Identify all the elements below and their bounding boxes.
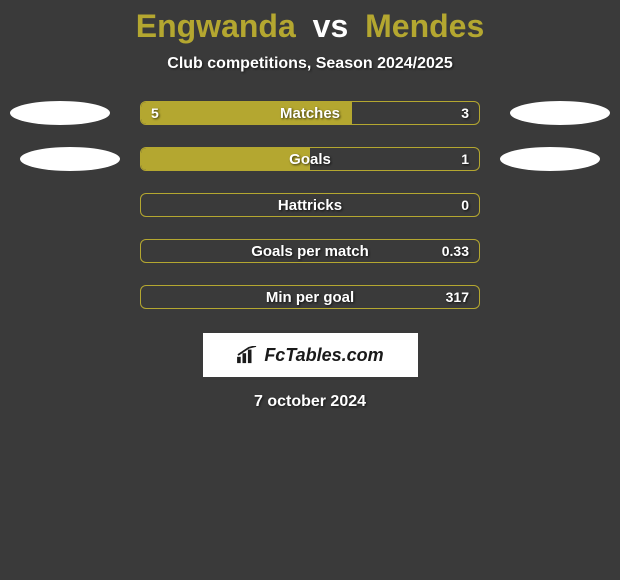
stat-value-right: 3	[461, 102, 469, 124]
stat-bar: 0.33Goals per match	[140, 239, 480, 263]
logo-box: FcTables.com	[203, 333, 418, 377]
stat-row: 53Matches	[0, 101, 620, 125]
stat-bar: 1Goals	[140, 147, 480, 171]
stat-bar: 317Min per goal	[140, 285, 480, 309]
stat-row: 317Min per goal	[0, 285, 620, 309]
stat-bar: 53Matches	[140, 101, 480, 125]
chart-icon	[236, 346, 258, 364]
title-vs: vs	[313, 8, 349, 44]
player1-badge	[20, 147, 120, 171]
comparison-title: Engwanda vs Mendes	[136, 8, 485, 45]
stat-rows: 53Matches1Goals0Hattricks0.33Goals per m…	[0, 101, 620, 309]
player2-badge	[500, 147, 600, 171]
player2-badge	[510, 101, 610, 125]
player1-badge	[10, 101, 110, 125]
bar-fill-left	[141, 102, 352, 124]
player1-name: Engwanda	[136, 8, 296, 44]
logo-text: FcTables.com	[264, 345, 383, 366]
stat-row: 1Goals	[0, 147, 620, 171]
subtitle: Club competitions, Season 2024/2025	[167, 55, 452, 73]
player2-name: Mendes	[365, 8, 484, 44]
stat-value-right: 0.33	[442, 240, 469, 262]
bar-fill-left	[141, 148, 310, 170]
stat-value-right: 317	[446, 286, 469, 308]
stat-bar: 0Hattricks	[140, 193, 480, 217]
stat-value-right: 1	[461, 148, 469, 170]
stat-row: 0.33Goals per match	[0, 239, 620, 263]
stat-row: 0Hattricks	[0, 193, 620, 217]
stat-label: Goals per match	[141, 240, 479, 262]
stat-label: Min per goal	[141, 286, 479, 308]
stat-label: Hattricks	[141, 194, 479, 216]
date-label: 7 october 2024	[254, 393, 366, 411]
stat-value-right: 0	[461, 194, 469, 216]
stat-value-left: 5	[151, 102, 159, 124]
